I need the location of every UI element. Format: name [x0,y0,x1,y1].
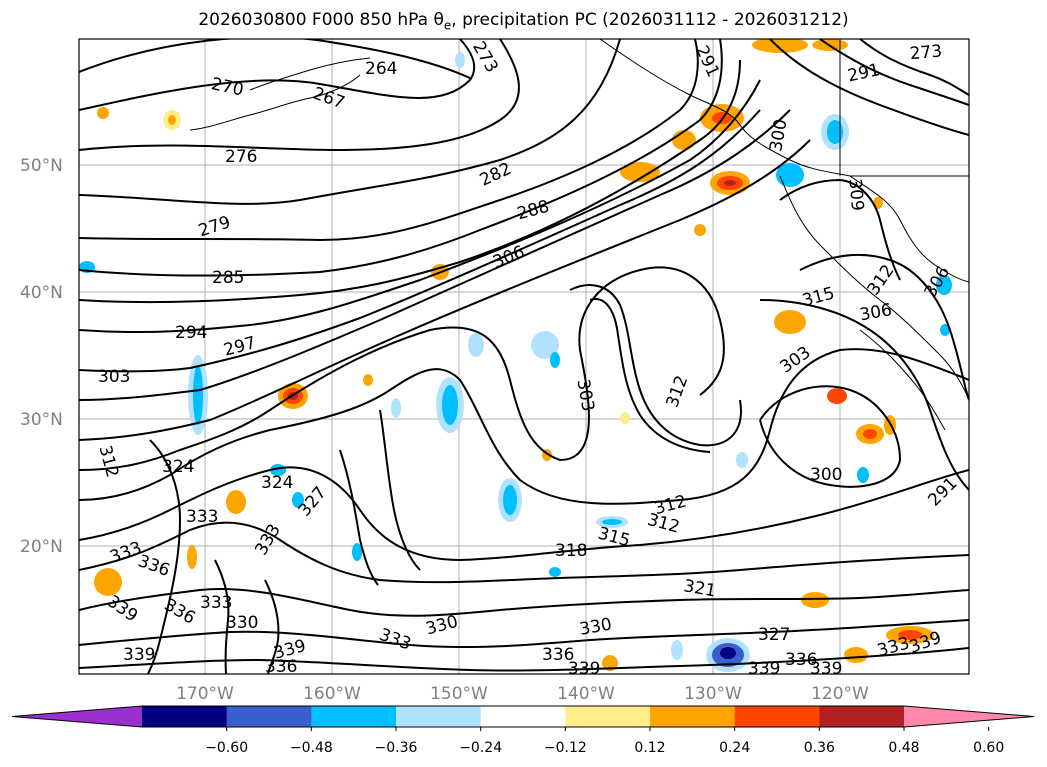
colorbar-tick-label: 0.36 [804,740,835,756]
contour-label: 294 [175,323,207,343]
colorbar-tick-label: 0.60 [973,740,1004,756]
contour-label: 336 [542,645,574,665]
colorbar-segment [819,706,905,727]
map-frame [78,38,970,675]
contour-label: 336 [785,650,817,670]
contour-label: 318 [555,541,587,561]
lat-label-20n: 20°N [20,537,63,557]
contour-label: 330 [226,613,258,633]
contour-label: 339 [748,659,780,679]
colorbar-segment [396,706,482,727]
precipitation-shading [79,39,952,672]
colorbar-segment [650,706,736,727]
lon-label-170w: 170°W [176,684,234,704]
colorbar-tick-label: −0.36 [375,740,418,756]
lon-label-120w: 120°W [811,684,869,704]
lon-label-140w: 140°W [557,684,615,704]
colorbar-tick-label: 0.48 [888,740,919,756]
colorbar-segment [142,706,228,727]
contour-label: 276 [225,147,257,167]
lon-label-160w: 160°W [303,684,361,704]
colorbar-tick-label: −0.60 [205,740,248,756]
colorbar-segment [734,706,820,727]
contour-label: 333 [186,507,218,527]
lon-label-130w: 130°W [684,684,742,704]
colorbar-tick-label: −0.24 [459,740,502,756]
colorbar-tick-label: 0.12 [634,740,665,756]
contour-label: 273 [909,42,943,65]
contour-label: 303 [98,367,130,387]
lat-label-40n: 40°N [20,283,63,303]
lat-label-30n: 30°N [20,410,63,430]
colorbar-tick-label: −0.48 [290,740,333,756]
colorbar-segment [565,706,651,727]
lon-label-150w: 150°W [430,684,488,704]
coastlines [189,39,969,431]
colorbar-tick-label: 0.24 [719,740,750,756]
colorbar-extension-low [12,706,142,727]
contour-label: 339 [123,645,155,665]
colorbar: −0.60 −0.48 −0.36 −0.24 −0.12 0.12 0.24 0.36 0.4… [11,705,1035,756]
contour-label: 324 [162,457,194,477]
theta-e-contours [79,39,969,674]
contour-label: 264 [365,59,397,79]
lat-label-50n: 50°N [20,156,63,176]
colorbar-outline [11,705,1035,728]
contour-label: 324 [261,473,293,493]
contour-label: 339 [810,659,842,679]
contour-label: 285 [212,268,244,288]
contour-label: 327 [758,625,790,645]
map-plot-area: 270 276 279 285 294 297 303 312 324 324 … [79,39,969,679]
colorbar-tick-label: −0.12 [544,740,587,756]
colorbar-extension-high [904,706,1034,727]
longitude-labels: 170°W 160°W 150°W 140°W 130°W 120°W [176,684,869,704]
contour-label: 336 [265,657,297,677]
map-title: 2026030800 F000 850 hPa θe, precipitatio… [198,10,849,33]
colorbar-segment [226,706,312,727]
contour-label: 333 [200,593,232,613]
contour-label: 300 [810,465,842,485]
colorbar-segment [311,706,397,727]
contour-label: 339 [568,659,600,679]
colorbar-segment [480,706,566,727]
latitude-labels: 50°N 40°N 30°N 20°N [20,156,63,557]
contour-label: 309 [844,178,867,212]
